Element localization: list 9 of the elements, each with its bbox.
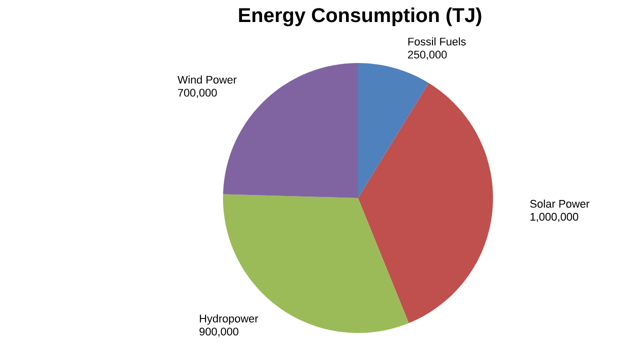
chart-title: Energy Consumption (TJ) bbox=[239, 8, 482, 26]
data-label: 700,000 bbox=[178, 88, 217, 98]
slice-label: Wind Power bbox=[178, 76, 237, 84]
data-label: 1,000,000 bbox=[530, 212, 578, 222]
slice-label: Fossil Fuels bbox=[408, 37, 466, 46]
data-label: 900,000 bbox=[200, 328, 238, 337]
slice-label: Solar Power bbox=[530, 200, 590, 208]
slice-label: Hydropower bbox=[200, 314, 258, 325]
data-label: 250,000 bbox=[408, 50, 447, 60]
